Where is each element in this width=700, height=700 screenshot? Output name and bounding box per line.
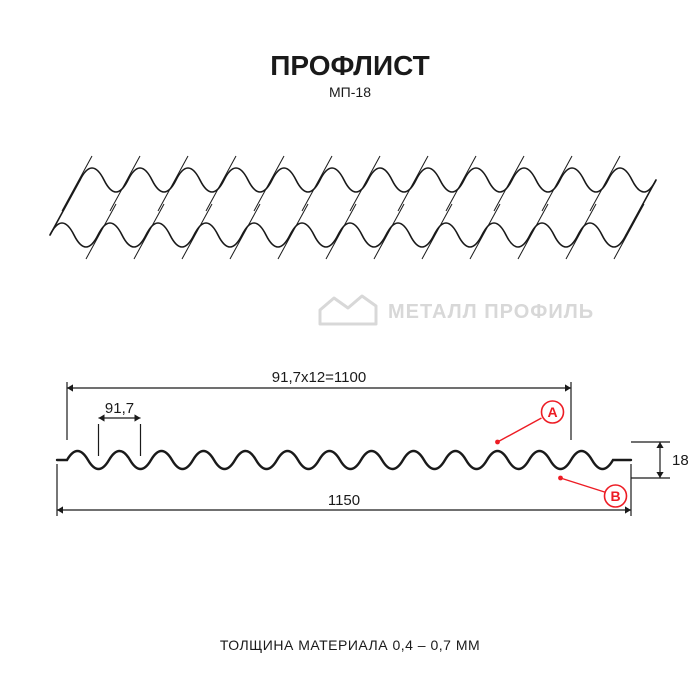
page-title: ПРОФЛИСТ [270, 50, 429, 81]
watermark: МЕТАЛЛ ПРОФИЛЬ [320, 296, 594, 324]
thickness-note: ТОЛЩИНА МАТЕРИАЛА 0,4 – 0,7 ММ [220, 637, 480, 653]
dim-top-width: 91,7x12=1100 [272, 369, 366, 386]
dim-pitch: 91,7 [105, 400, 134, 417]
marker-a-label: A [547, 404, 557, 420]
title-block: ПРОФЛИСТ МП-18 [270, 50, 429, 100]
dim-height: 18 [672, 452, 689, 469]
iso-sheet-diagram [50, 156, 656, 259]
profile-cross-section: 91,7x12=1100 91,7 1150 18 A B [57, 369, 689, 516]
watermark-text: МЕТАЛЛ ПРОФИЛЬ [388, 301, 594, 323]
marker-b-label: B [610, 488, 620, 504]
page-subtitle: МП-18 [329, 84, 371, 100]
dim-overall-width: 1150 [328, 492, 360, 509]
